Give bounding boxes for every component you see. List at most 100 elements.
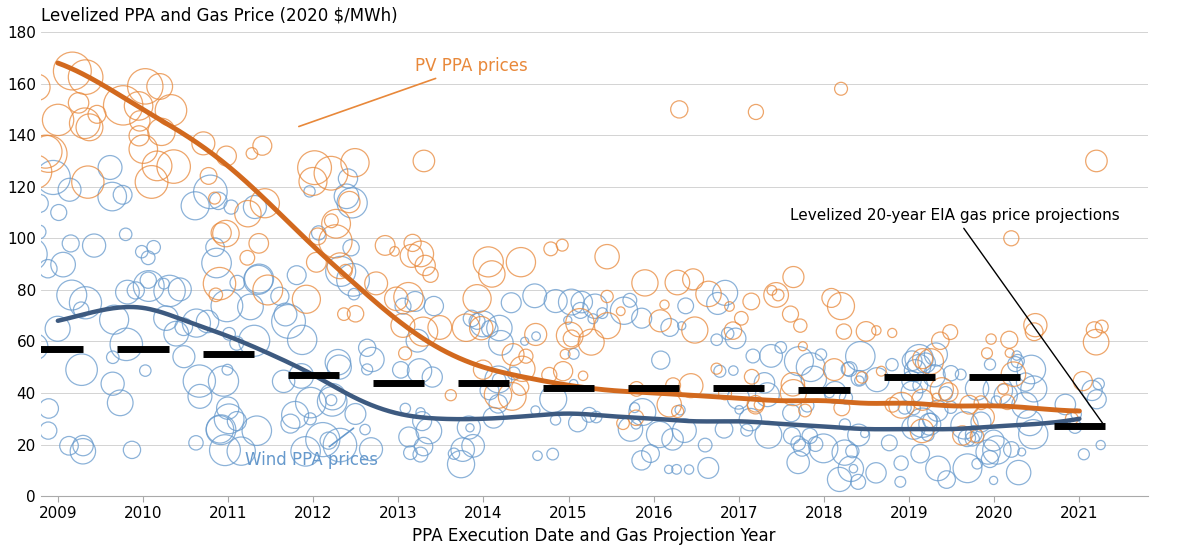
Point	[231, 447, 250, 455]
Point	[457, 323, 476, 332]
Point	[906, 366, 925, 375]
Point	[560, 331, 579, 340]
Point	[783, 388, 802, 397]
Point	[741, 415, 760, 424]
Point	[401, 448, 420, 457]
Point	[732, 314, 751, 323]
Point	[927, 393, 946, 402]
Point	[404, 238, 423, 247]
Point	[395, 349, 414, 358]
Point	[147, 162, 166, 171]
Point	[747, 108, 766, 116]
Point	[411, 250, 430, 258]
Point	[904, 423, 923, 432]
Point	[710, 367, 729, 376]
Point	[1005, 360, 1024, 369]
Point	[831, 302, 850, 311]
Point	[527, 332, 546, 341]
Point	[772, 343, 791, 352]
Point	[76, 73, 95, 82]
Point	[664, 435, 683, 444]
Point	[301, 398, 320, 407]
Point	[939, 388, 958, 397]
Point	[419, 427, 438, 436]
Point	[343, 198, 362, 207]
Point	[931, 336, 950, 345]
Point	[129, 102, 148, 110]
Point	[569, 418, 588, 427]
Point	[27, 83, 46, 92]
Point	[913, 354, 932, 363]
Point	[850, 376, 869, 385]
Point	[1086, 338, 1105, 347]
Point	[25, 342, 44, 351]
Point	[337, 192, 356, 201]
Point	[84, 241, 103, 250]
Point	[932, 385, 951, 394]
Point	[541, 245, 560, 253]
Point	[805, 374, 824, 383]
Point	[402, 252, 421, 261]
Point	[971, 418, 990, 427]
Point	[553, 241, 572, 250]
Point	[339, 198, 358, 206]
Point	[994, 385, 1013, 394]
Point	[1056, 400, 1075, 409]
Point	[242, 149, 261, 158]
Point	[393, 321, 412, 330]
Point	[322, 216, 341, 225]
Point	[30, 227, 49, 236]
Point	[526, 330, 545, 339]
Point	[742, 373, 761, 381]
Point	[411, 450, 430, 459]
Point	[1026, 321, 1045, 330]
Point	[909, 354, 928, 363]
Point	[584, 314, 603, 323]
Point	[357, 365, 376, 374]
Point	[571, 306, 590, 315]
Point	[503, 350, 522, 359]
Text: Levelized PPA and Gas Price (2020 $/MWh): Levelized PPA and Gas Price (2020 $/MWh)	[40, 7, 398, 25]
Point	[996, 391, 1015, 400]
Point	[1013, 448, 1032, 457]
Point	[681, 381, 700, 390]
Point	[660, 400, 679, 409]
Point	[307, 258, 326, 267]
Point	[103, 353, 122, 362]
Point	[611, 307, 630, 316]
Point	[342, 243, 361, 252]
Point	[144, 243, 163, 252]
Point	[330, 363, 349, 371]
Point	[139, 282, 158, 290]
Point	[563, 334, 582, 343]
Point	[916, 358, 935, 367]
Point	[205, 243, 224, 252]
Point	[919, 431, 938, 439]
Point	[726, 334, 745, 343]
Point	[174, 352, 193, 361]
Point	[503, 392, 522, 401]
Point	[913, 395, 932, 404]
Point	[104, 315, 123, 324]
Point	[849, 431, 868, 439]
Point	[967, 384, 986, 393]
Point	[139, 276, 158, 285]
Point	[747, 401, 766, 410]
Point	[758, 431, 777, 439]
Point	[410, 367, 429, 375]
Point	[895, 403, 914, 412]
Point	[135, 366, 154, 375]
Point	[513, 364, 532, 373]
Point	[982, 335, 1001, 343]
Point	[103, 192, 122, 201]
Point	[1085, 325, 1104, 334]
Point	[126, 286, 145, 295]
Point	[216, 229, 235, 238]
Point	[74, 447, 93, 456]
Point	[868, 375, 887, 384]
Point	[729, 394, 748, 402]
Point	[597, 252, 616, 261]
Point	[750, 400, 769, 409]
Point	[1083, 386, 1102, 395]
Point	[142, 178, 161, 187]
